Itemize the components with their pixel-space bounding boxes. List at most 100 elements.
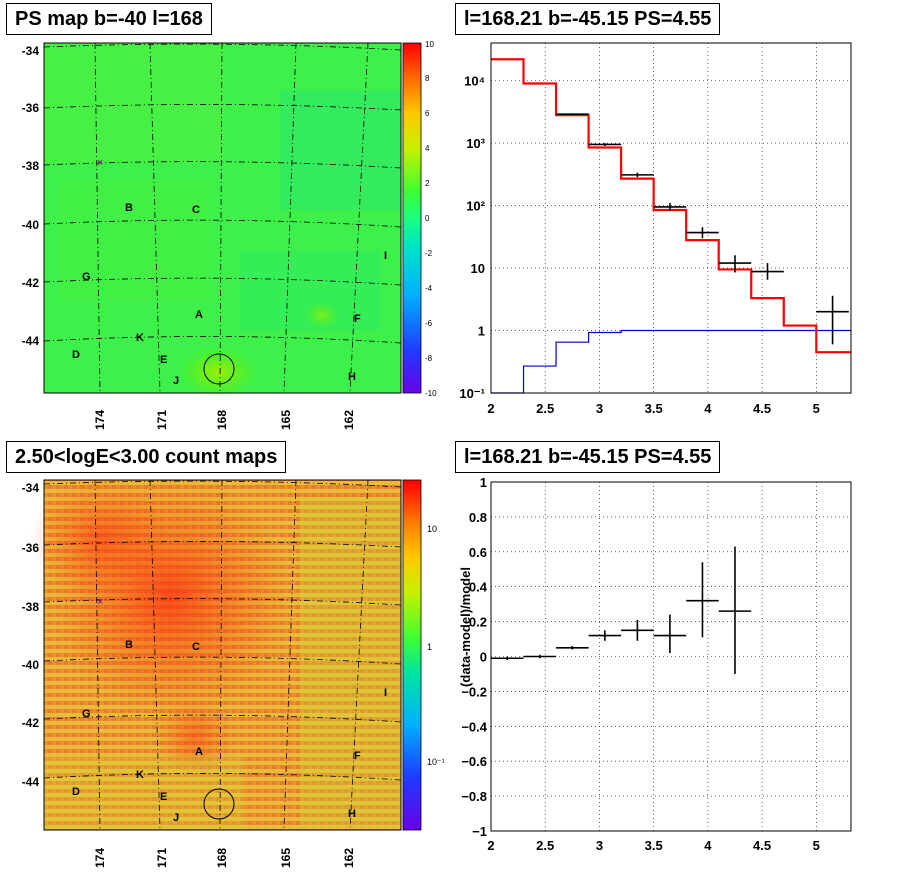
- ps-map-grid: [43, 42, 402, 394]
- residual-x-ticks: 2 2.5 3 3.5 4 4.5 5: [487, 838, 820, 853]
- x-tick-label: 3.5: [645, 401, 663, 416]
- source-label-f: F: [354, 313, 361, 325]
- cbar-tick: 8: [425, 74, 430, 83]
- x-tick: 174: [93, 410, 107, 430]
- ps-map-colorbar: [402, 42, 422, 394]
- cbar-tick: 10⁻¹: [427, 757, 445, 767]
- source-label-i: I: [384, 250, 387, 262]
- residual-y-ticks: 1 0.8 0.6 0.4 0.2 0 −0.2 −0.4 −0.6 −0.8 −1: [461, 475, 487, 839]
- source-label-j: J: [173, 375, 179, 387]
- y-tick: -44: [22, 334, 40, 348]
- cbar-tick: 0: [425, 214, 430, 223]
- ps-map-image: [44, 43, 401, 398]
- source-label-k: K: [136, 769, 144, 781]
- y-tick: -38: [22, 600, 40, 614]
- ps-map-y-ticks: -34 -36 -38 -40 -42 -44: [22, 44, 40, 348]
- spectrum-frame: [490, 42, 852, 394]
- spectrum-svg: 2 2.5 3 3.5 4 4.5 5 10⁻¹ 1 10 10² 10³ 10⁴: [459, 42, 852, 416]
- y-tick: -44: [22, 775, 40, 789]
- ps-map-source-labels: A B C D E F G H I J K: [72, 202, 387, 387]
- x-tick: 171: [155, 848, 169, 868]
- cbar-tick: 2: [425, 179, 430, 188]
- residual-svg: 2 2.5 3 3.5 4 4.5 5 1 0.8 0.6 0.4 0.2 0 −0.2 −0.4 −0.6…: [458, 475, 852, 853]
- source-label-k: K: [136, 332, 144, 344]
- ps-map-colorbar-ticks: 10 8 6 4 2 0 -2 -4 -6 -8 -10: [425, 40, 437, 398]
- cbar-tick: -4: [425, 284, 433, 293]
- y-tick: -40: [22, 658, 40, 672]
- residual-title: l=168.21 b=-45.15 PS=4.55: [455, 441, 721, 473]
- cbar-tick: 6: [425, 109, 430, 118]
- source-label-b: B: [125, 202, 133, 214]
- x-tick: 171: [155, 410, 169, 430]
- y-tick: -36: [22, 541, 40, 555]
- x-tick-label: 3.5: [645, 838, 663, 853]
- x-tick-label: 3: [596, 401, 603, 416]
- spectrum-title: l=168.21 b=-45.15 PS=4.55: [455, 3, 721, 35]
- x-tick: 168: [215, 848, 229, 868]
- x-tick-label: 2: [487, 401, 494, 416]
- count-map-y-ticks: -34 -36 -38 -40 -42 -44: [22, 481, 40, 789]
- ps-map-panel: A B C D E F G H I J K × -34 -36 -38 -40 …: [0, 0, 449, 437]
- y-tick-label: 0.6: [469, 545, 487, 560]
- y-tick-label: −0.4: [461, 719, 487, 734]
- y-tick-label: 0.2: [469, 615, 487, 630]
- count-map-colorbar-ticks: 10 1 10⁻¹: [427, 524, 445, 767]
- count-map-x-ticks: 174 171 168 165 162: [93, 848, 356, 868]
- x-tick-label: 3: [596, 838, 603, 853]
- spectrum-grid: [490, 43, 851, 394]
- x-tick-label: 2.5: [536, 838, 554, 853]
- source-label-d: D: [72, 349, 80, 361]
- x-tick: 165: [279, 410, 293, 430]
- x-tick-label: 2: [487, 838, 494, 853]
- spectrum-marks: [491, 58, 851, 394]
- source-label-a: A: [195, 746, 203, 758]
- x-tick-label: 4.5: [753, 401, 771, 416]
- spectrum-y-ticks: 10⁻¹ 1 10 10² 10³ 10⁴: [459, 74, 485, 401]
- cbar-tick: -10: [425, 389, 437, 398]
- cbar-tick: 10: [427, 524, 437, 534]
- residual-marks: [491, 546, 752, 674]
- x-tick-label: 4.5: [753, 838, 771, 853]
- source-circle: [203, 788, 235, 820]
- cbar-tick: 4: [425, 144, 430, 153]
- y-tick: -38: [22, 159, 40, 173]
- source-circle: [203, 353, 235, 385]
- y-tick-label: 0.4: [469, 580, 488, 595]
- count-map-grid: [43, 479, 402, 831]
- y-tick-label: 0.8: [469, 510, 487, 525]
- x-tick: 165: [279, 848, 293, 868]
- source-label-b: B: [125, 639, 133, 651]
- source-label-i: I: [384, 687, 387, 699]
- source-label-g: G: [82, 708, 91, 720]
- ps-component-step: [491, 329, 851, 394]
- y-tick: -42: [22, 276, 40, 290]
- x-tick-label: 4: [704, 838, 712, 853]
- ps-map-frame: [43, 42, 402, 394]
- x-tick-label: 2.5: [536, 401, 554, 416]
- cross-marker: ×: [97, 157, 103, 169]
- cbar-tick: -2: [425, 249, 433, 258]
- x-tick-label: 4: [704, 401, 712, 416]
- count-map-source-labels: A B C D E F G H I J K: [72, 639, 387, 824]
- source-label-d: D: [72, 786, 80, 798]
- cbar-tick: 1: [427, 642, 432, 652]
- y-tick-label: 0: [480, 650, 487, 665]
- y-tick: -42: [22, 716, 40, 730]
- source-label-f: F: [354, 750, 361, 762]
- cbar-tick: -6: [425, 319, 433, 328]
- source-label-a: A: [195, 309, 203, 321]
- spectrum-panel: 2 2.5 3 3.5 4 4.5 5 10⁻¹ 1 10 10² 10³ 10⁴ l=168.21 …: [449, 0, 898, 437]
- x-tick: 174: [93, 848, 107, 868]
- y-tick-label: −1: [472, 824, 487, 839]
- count-map-colorbar: [402, 479, 422, 831]
- source-label-c: C: [192, 641, 200, 653]
- source-label-h: H: [348, 371, 356, 383]
- y-tick-label: 10³: [466, 136, 485, 151]
- source-label-c: C: [192, 204, 200, 216]
- source-label-h: H: [348, 808, 356, 820]
- spectrum-x-ticks: 2 2.5 3 3.5 4 4.5 5: [487, 401, 820, 416]
- count-map-panel: A B C D E F G H I J K × -34 -36 -38 -40 …: [0, 437, 449, 875]
- residual-y-label: (data-model)/model: [458, 567, 473, 687]
- residual-panel: 2 2.5 3 3.5 4 4.5 5 1 0.8 0.6 0.4 0.2 0 −0.2 −0.4 −0.6…: [449, 437, 898, 875]
- source-label-g: G: [82, 271, 91, 283]
